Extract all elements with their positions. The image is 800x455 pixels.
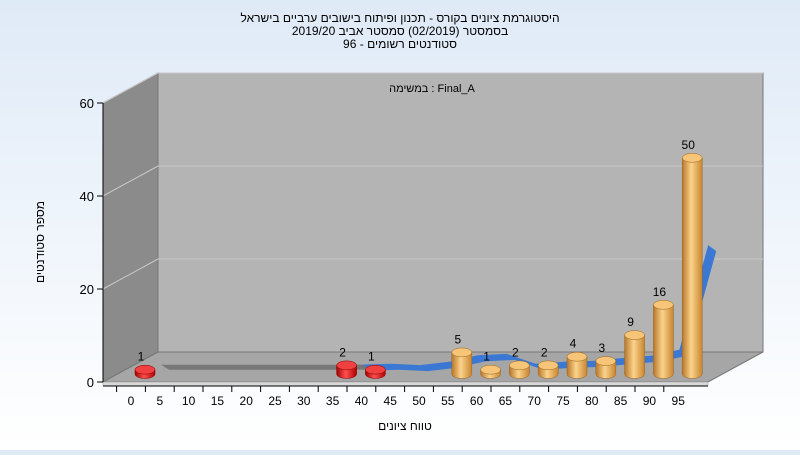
y-tick-label: 20 xyxy=(80,282,94,297)
bar: 1 xyxy=(134,350,156,379)
x-tick-label: 70 xyxy=(528,394,542,408)
bar-body xyxy=(681,157,703,379)
x-tick-label: 55 xyxy=(441,394,455,408)
bar: 50 xyxy=(682,138,703,379)
chart-title-line-1: היסטוגרמת ציונים בקורס - תכנון ופיתוח בי… xyxy=(240,11,559,25)
bar-cap xyxy=(134,364,156,375)
bar: 3 xyxy=(595,341,617,379)
x-tick-label: 75 xyxy=(556,394,570,408)
bar-value-label: 16 xyxy=(653,285,667,299)
bar-value-label: 4 xyxy=(570,337,577,351)
x-tick-label: 30 xyxy=(297,394,311,408)
x-tick-label: 20 xyxy=(240,394,254,408)
task-annotation: במשימה : Final_A xyxy=(389,83,475,95)
bar-body xyxy=(451,352,473,379)
y-tick-label: 0 xyxy=(87,375,94,390)
y-tick-label: 60 xyxy=(80,96,94,111)
bar-cap xyxy=(537,360,559,371)
chart-title-line-3: סטודנטים רשומים - 96 xyxy=(343,37,457,51)
x-tick-label: 50 xyxy=(412,394,426,408)
x-tick-label: 80 xyxy=(585,394,599,408)
bar: 16 xyxy=(653,285,674,379)
bar-cap xyxy=(365,364,386,375)
bar-cap xyxy=(624,330,645,340)
bar-body xyxy=(566,356,588,379)
bar-value-label: 2 xyxy=(512,345,519,359)
x-tick-label: 90 xyxy=(643,394,657,408)
grid-line-left xyxy=(102,165,159,197)
bar-body xyxy=(653,304,674,379)
bar-cap xyxy=(681,153,703,163)
x-tick-label: 40 xyxy=(355,394,369,408)
bar-value-label: 50 xyxy=(682,138,696,152)
bar-cap xyxy=(653,300,674,310)
grid-line-left xyxy=(102,72,159,104)
bar: 2 xyxy=(509,345,530,379)
x-tick-label: 5 xyxy=(156,394,163,408)
y-tick-label: 40 xyxy=(80,189,94,204)
x-tick-label: 95 xyxy=(672,394,686,408)
x-tick-label: 85 xyxy=(614,394,628,408)
bar-cap xyxy=(566,351,588,362)
bar-cap xyxy=(509,360,530,371)
bar-cap xyxy=(336,360,357,371)
bar-value-label: 9 xyxy=(627,315,634,329)
x-tick-label: 45 xyxy=(384,394,398,408)
bars: 1 2 1 5 1 2 2 4 3 9 16 50 xyxy=(134,138,703,379)
bar: 4 xyxy=(566,337,588,379)
grid-line-left xyxy=(102,258,159,290)
bar: 2 xyxy=(336,345,357,379)
distribution-curve xyxy=(161,245,717,372)
floor-front-edge xyxy=(102,381,709,387)
x-tick-label: 60 xyxy=(470,394,484,408)
bar-cap xyxy=(595,356,617,366)
x-tick-label: 65 xyxy=(499,394,513,408)
bar-value-label: 3 xyxy=(598,341,605,355)
curve-flat-segment xyxy=(161,364,371,370)
bar-value-label: 5 xyxy=(454,332,461,346)
bar-value-label: 1 xyxy=(138,350,145,364)
bar: 9 xyxy=(624,315,645,379)
bar: 1 xyxy=(365,350,386,379)
bar: 2 xyxy=(537,345,559,379)
x-tick-label: 10 xyxy=(182,394,196,408)
bar-cap xyxy=(451,347,473,358)
bar: 1 xyxy=(480,350,501,379)
x-axis-title: טווח ציונים xyxy=(378,419,432,433)
bar-cap xyxy=(480,364,501,375)
x-tick-label: 0 xyxy=(128,394,135,408)
bar-value-label: 1 xyxy=(483,350,490,364)
bar-value-label: 1 xyxy=(368,350,375,364)
chart-title-line-2: בסמסטר (02/2019) סמסטר אביב 2019/20 xyxy=(292,24,508,38)
bar-value-label: 2 xyxy=(339,345,346,359)
grid-lines xyxy=(102,72,763,290)
y-axis-title: מספר סטודנטים xyxy=(33,201,47,283)
bar-value-label: 2 xyxy=(541,345,548,359)
bar-body xyxy=(624,334,645,379)
bar-body xyxy=(595,360,617,379)
x-tick-label: 35 xyxy=(326,394,340,408)
left-wall xyxy=(102,72,159,383)
bar: 5 xyxy=(451,332,473,379)
x-tick-label: 15 xyxy=(211,394,225,408)
x-tick-label: 25 xyxy=(268,394,282,408)
